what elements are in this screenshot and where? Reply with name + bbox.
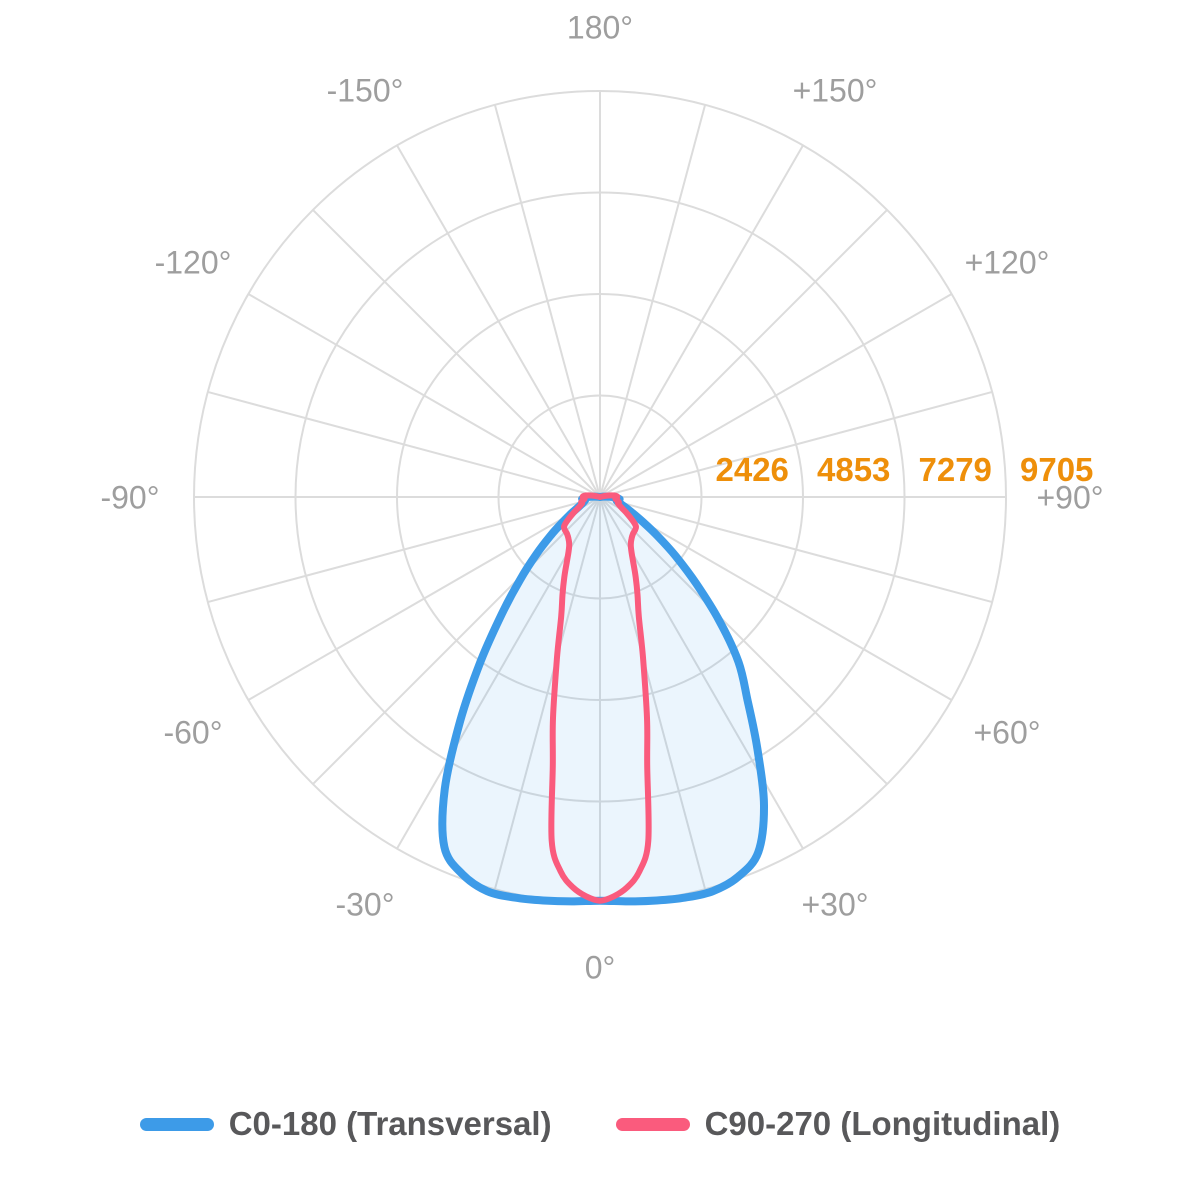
polar-grid-spoke <box>312 496 601 785</box>
angle-tick-label: -30° <box>335 887 394 923</box>
polar-plot: 2426 4853 7279 9705 0° +30° +60° +90° +120° +150°… <box>100 10 1103 986</box>
curve-c0-180 <box>438 492 769 906</box>
angle-tick-label: -150° <box>327 73 404 109</box>
polar-grid-spoke <box>599 144 804 498</box>
polar-grid-spoke <box>599 209 888 498</box>
polar-grid-spoke <box>599 496 707 890</box>
legend-item-c90-270[interactable]: C90-270 (Longitudinal) <box>615 1105 1061 1143</box>
polar-grid-spoke <box>493 104 601 498</box>
polar-grid-spoke <box>599 293 953 498</box>
curve-c90-270 <box>548 492 652 904</box>
radial-tick-label: 4853 <box>817 451 890 488</box>
polar-grid-spoke <box>599 496 993 604</box>
radial-tick-label: 9705 <box>1020 451 1093 488</box>
angle-tick-label: 0° <box>585 950 616 986</box>
legend-item-c0-180[interactable]: C0-180 (Transversal) <box>139 1105 552 1143</box>
radial-tick-label: 2426 <box>716 451 789 488</box>
polar-grid-spoke <box>207 390 601 498</box>
polar-grid-spoke <box>396 144 601 498</box>
polar-grid-spoke <box>247 496 601 701</box>
angle-tick-label: 180° <box>567 10 633 46</box>
polar-grid-spoke <box>599 104 707 498</box>
polar-grid-spoke <box>247 293 601 498</box>
legend-label-c90-270: C90-270 (Longitudinal) <box>704 1105 1061 1142</box>
angle-tick-label: +120° <box>965 245 1050 281</box>
legend-label-c0-180: C0-180 (Transversal) <box>228 1105 552 1142</box>
angle-tick-label: +30° <box>801 887 868 923</box>
angle-tick-label: -60° <box>163 715 222 751</box>
angle-tick-label: +60° <box>973 715 1040 751</box>
polar-grid-spoke <box>312 209 601 498</box>
angle-tick-label: +150° <box>793 73 878 109</box>
polar-grid-spoke <box>493 496 601 890</box>
legend-swatch-c90-270 <box>615 1117 690 1131</box>
angle-tick-label: -120° <box>155 245 232 281</box>
polar-grid-spoke <box>599 496 953 701</box>
polar-grid-spoke <box>207 496 601 604</box>
legend: C0-180 (Transversal) C90-270 (Longitudin… <box>0 1100 1200 1148</box>
polar-grid-spoke <box>599 390 993 498</box>
angle-tick-label: -90° <box>100 480 159 516</box>
radial-tick-label: 7279 <box>919 451 992 488</box>
legend-swatch-c0-180 <box>139 1117 214 1131</box>
angle-tick-label: +90° <box>1036 480 1103 516</box>
polar-grid-spoke <box>599 496 888 785</box>
